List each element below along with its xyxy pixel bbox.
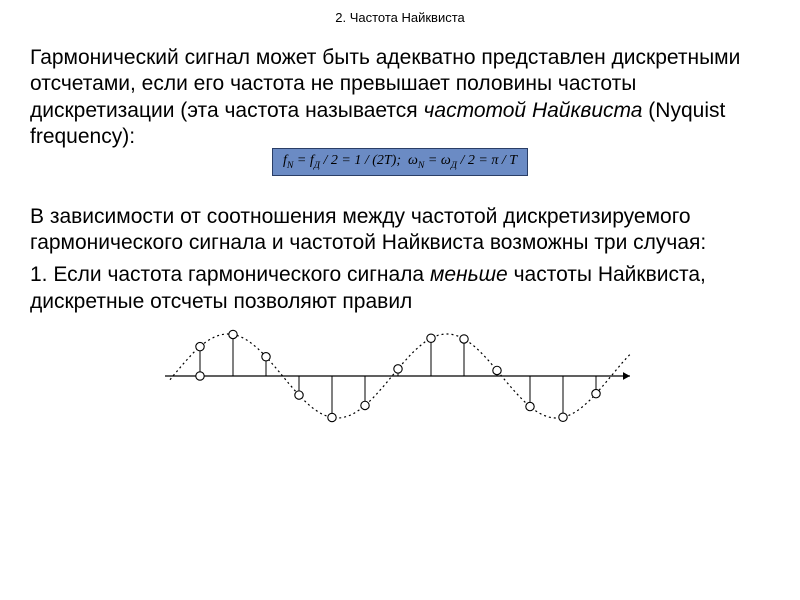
- formula-box: fN = fД / 2 = 1 / (2T); ωN = ωД / 2 = π …: [272, 148, 528, 176]
- p3-text2-ital: меньше: [430, 263, 508, 286]
- p1-text2-ital: частотой Найквиста: [424, 99, 643, 122]
- paragraph-3: 1. Если частота гармонического сигнала м…: [30, 262, 770, 315]
- sine-svg: [160, 321, 640, 431]
- paragraph-2: В зависимости от соотношения между часто…: [30, 204, 770, 257]
- p2-text1: В зависимости от соотношения между часто…: [30, 205, 706, 254]
- slide-header: 2. Частота Найквиста: [30, 10, 770, 25]
- formula-container: fN = fД / 2 = 1 / (2T); ωN = ωД / 2 = π …: [30, 156, 770, 184]
- p3-text1: 1. Если частота гармонического сигнала: [30, 263, 430, 286]
- sine-chart: [30, 321, 770, 436]
- paragraph-1: Гармонический сигнал может быть адекватн…: [30, 45, 770, 150]
